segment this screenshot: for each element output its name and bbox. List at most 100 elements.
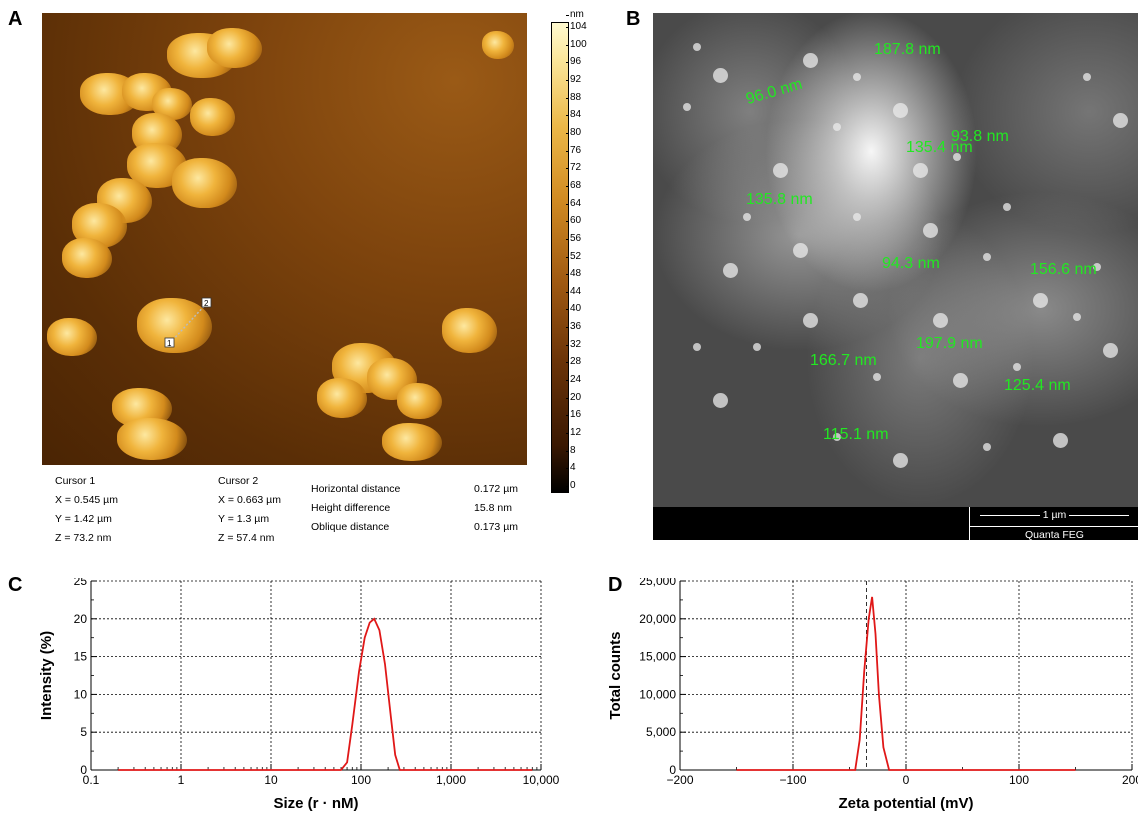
cursor2-y: Y = 1.3 µm: [218, 513, 270, 525]
panel-label-b: B: [626, 8, 641, 30]
cursor2-title: Cursor 2: [218, 475, 259, 487]
x-axis-label: Size (r · nM): [274, 795, 359, 812]
sem-particle: [893, 453, 908, 468]
panel-label-d: D: [608, 574, 623, 596]
cursor2-z: Z = 57.4 nm: [218, 532, 275, 544]
sem-particle: [933, 313, 948, 328]
sem-instrument-label: Quanta FEG: [970, 526, 1138, 540]
sem-particle: [713, 393, 728, 408]
y-tick-label: 5: [80, 725, 87, 739]
x-tick-label: 100: [351, 773, 371, 787]
sem-particle: [853, 73, 861, 81]
measure-values: 0.172 µm 15.8 nm 0.173 µm: [474, 480, 518, 537]
colorbar-tick-label: 68: [565, 179, 582, 191]
chart-size-distribution: 0.1 1 10 100 1,000 10,000 0 5 10 15 20 25 Size (r · …: [38, 578, 560, 812]
sem-particle: [1113, 113, 1128, 128]
sem-label-115-1: 115.1 nm: [823, 426, 889, 443]
sem-particle: [913, 163, 928, 178]
sem-particle: [693, 43, 701, 51]
x-tick-label: 100: [1009, 773, 1029, 787]
y-tick-label: 15,000: [639, 650, 676, 664]
x-tick-label: 10: [264, 773, 278, 787]
sem-particle: [853, 213, 861, 221]
x-tick-label: −100: [779, 773, 806, 787]
sem-particle: [723, 263, 738, 278]
sem-particle: [1083, 73, 1091, 81]
data-series-line: [118, 617, 533, 771]
measure-labels: Horizontal distance Height difference Ob…: [311, 480, 400, 537]
x-tick-label: −200: [666, 773, 693, 787]
sem-particle: [983, 443, 991, 451]
sem-label-187-8: 187.8 nm: [874, 41, 941, 58]
horizontal-distance-value: 0.172 µm: [474, 483, 518, 495]
sem-particle: [1103, 343, 1118, 358]
colorbar-tick-label: 4: [566, 462, 576, 474]
cursor1-readout: Cursor 1 X = 0.545 µm Y = 1.42 µm Z = 73…: [55, 472, 118, 548]
colorbar-tick-label: 72: [565, 162, 582, 174]
colorbar-tick-label: 56: [565, 232, 582, 244]
sem-particle: [983, 253, 991, 261]
cursor-marker-1: 1: [167, 339, 172, 348]
sem-label-156-6: 156.6 nm: [1030, 261, 1097, 278]
sem-particle: [1033, 293, 1048, 308]
colorbar-tick-label: 48: [565, 268, 582, 280]
colorbar-tick-label: 96: [565, 56, 582, 68]
sem-particle: [833, 123, 841, 131]
cursor1-x: X = 0.545 µm: [55, 494, 118, 506]
colorbar-tick-label: 80: [565, 126, 582, 138]
colorbar-tick-label: 52: [565, 250, 582, 262]
oblique-distance-label: Oblique distance: [311, 521, 390, 533]
colorbar-tick-label: 20: [565, 391, 582, 403]
y-tick-label: 20: [74, 612, 88, 626]
x-tick-label: 1: [178, 773, 185, 787]
colorbar-tick-label: 100: [566, 38, 587, 50]
colorbar-tick-label: 92: [565, 73, 582, 85]
sem-particle: [953, 153, 961, 161]
colorbar-tick-label: 8: [566, 444, 576, 456]
cursor-marker-2: 2: [204, 299, 209, 308]
sem-scalebar-box: 1 µm Quanta FEG: [969, 507, 1138, 540]
colorbar-tick-label: 12: [565, 427, 582, 439]
sem-image: 187.8 nm 96.0 nm 93.8 nm 135.4 nm 135.8 …: [653, 13, 1138, 540]
height-difference-value: 15.8 nm: [474, 502, 512, 514]
y-tick-label: 25,000: [639, 578, 676, 588]
oblique-distance-value: 0.173 µm: [474, 521, 518, 533]
y-tick-label: 0: [80, 763, 87, 777]
sem-particle: [873, 373, 881, 381]
y-tick-label: 15: [74, 650, 88, 664]
sem-particle: [923, 223, 938, 238]
y-tick-label: 25: [74, 578, 88, 588]
afm-colorbar: [551, 22, 569, 493]
panel-label-a: A: [8, 8, 23, 30]
colorbar-tick-label: 88: [565, 91, 582, 103]
sem-label-197-9: 197.9 nm: [916, 335, 983, 352]
colorbar-tick-label: 32: [565, 338, 582, 350]
sem-particle: [803, 53, 818, 68]
horizontal-distance-label: Horizontal distance: [311, 483, 401, 495]
x-axis-label: Zeta potential (mV): [838, 795, 973, 812]
colorbar-tick-label: 16: [565, 409, 582, 421]
x-tick-label: 10,000: [523, 773, 560, 787]
colorbar-tick-label: 36: [565, 321, 582, 333]
sem-particle: [693, 343, 701, 351]
sem-particle: [753, 343, 761, 351]
chart-zeta-potential: −200 −100 0 100 200 0 5,000 10,000 15,000 20,000 2…: [607, 578, 1138, 812]
colorbar-tick-label: 0: [566, 480, 576, 491]
colorbar-tick-label: 84: [565, 109, 582, 121]
height-difference-label: Height difference: [311, 502, 391, 514]
sem-particle: [1013, 363, 1021, 371]
colorbar-tick-label: 24: [565, 374, 582, 386]
data-series-line: [736, 596, 1076, 771]
sem-particle: [743, 213, 751, 221]
colorbar-tick-label: 64: [565, 197, 582, 209]
sem-label-135-8: 135.8 nm: [746, 191, 813, 208]
x-tick-label: 0: [903, 773, 910, 787]
sem-label-94-3: 94.3 nm: [882, 255, 940, 272]
y-axis-label: Total counts: [607, 631, 624, 719]
x-tick-label: 0.1: [83, 773, 100, 787]
sem-label-135-4: 135.4 nm: [906, 139, 973, 156]
sem-label-125-4: 125.4 nm: [1004, 377, 1071, 394]
sem-label-166-7: 166.7 nm: [810, 352, 877, 369]
sem-label-93-8: 93.8 nm: [951, 128, 1009, 145]
colorbar-tick-label: 76: [565, 144, 582, 156]
